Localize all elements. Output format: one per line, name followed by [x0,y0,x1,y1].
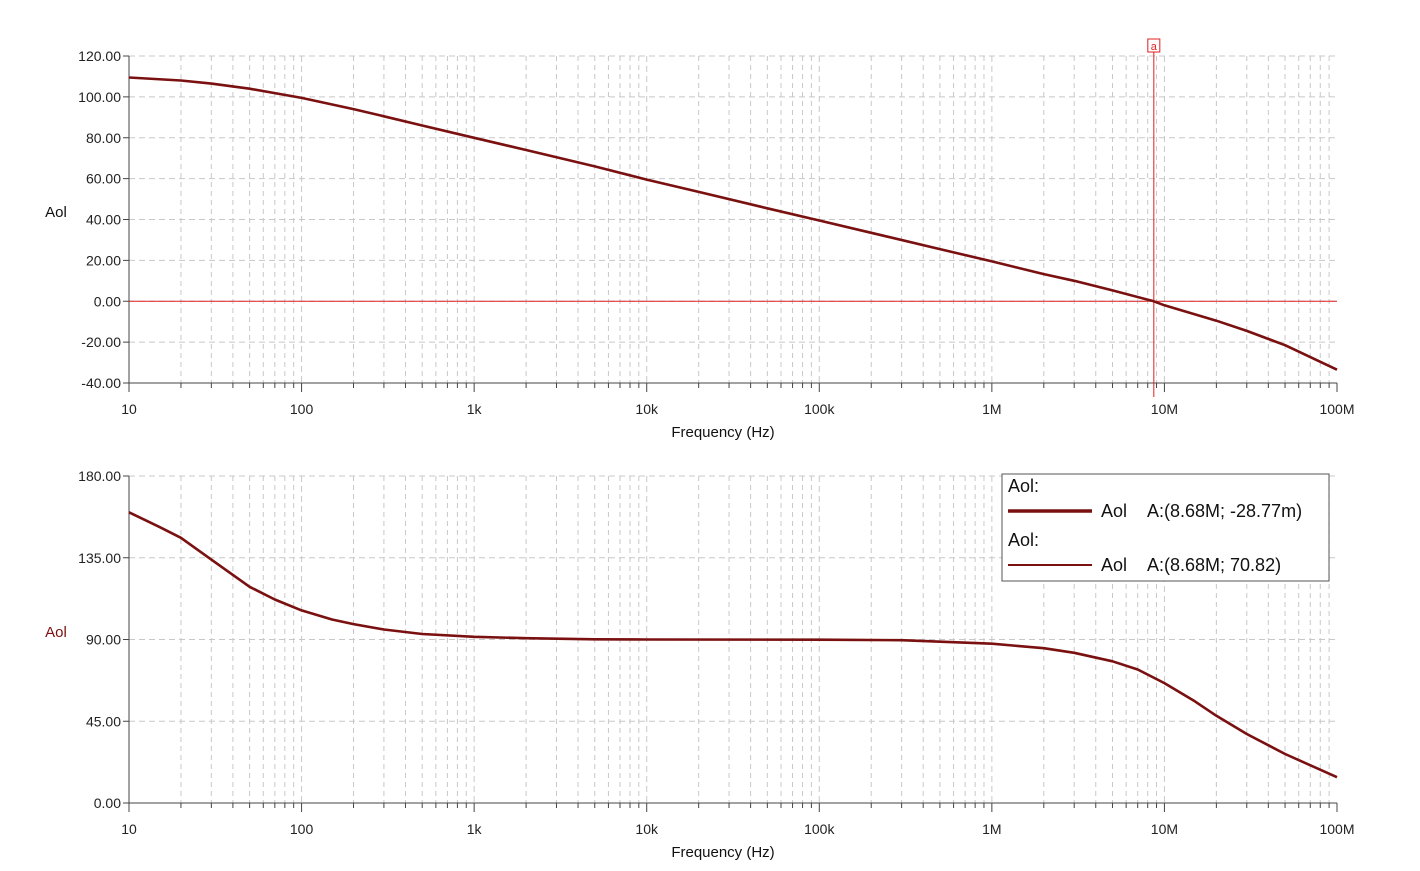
chart-1-y-tick-label: 20.00 [86,252,121,268]
chart-1-y-tick-label: 60.00 [86,171,121,187]
chart-1-x-tick-label: 100M [1319,401,1354,417]
chart-2-y-tick-label: 45.00 [86,713,121,729]
chart-2-x-tick-label: 10 [121,821,137,837]
chart-1-y-axis-label: Aol [45,204,67,221]
chart-2-y-axis-label: Aol [45,624,67,641]
chart-1-x-axis-label: Frequency (Hz) [671,424,774,441]
chart-2-y-tick-label: 0.00 [94,795,121,811]
chart-2-x-tick-label: 1M [982,821,1001,837]
chart-1-y-tick-label: 80.00 [86,130,121,146]
legend-box [1001,473,1330,582]
legend-series-name: Aol [1101,555,1127,575]
chart-1-y-tick-label: 100.00 [78,89,121,105]
chart-2-x-axis-label: Frequency (Hz) [671,844,774,861]
chart-2-x-tick-label: 10M [1151,821,1178,837]
chart-1-x-tick-label: 100k [804,401,835,417]
legend-cursor-readout: A:(8.68M; -28.77m) [1147,501,1302,521]
chart-1-y-tick-label: 120.00 [78,48,121,64]
legend-series-name: Aol [1101,501,1127,521]
chart-2-x-tick-label: 100M [1319,821,1354,837]
chart-2-x-tick-label: 100k [804,821,835,837]
chart-2-y-tick-label: 135.00 [78,550,121,566]
chart-1-x-tick-label: 1M [982,401,1001,417]
chart-1-cursor-marker-box [1147,38,1161,53]
legend-title: Aol: [1008,530,1039,550]
chart-2-y-tick-label: 180.00 [78,468,121,484]
chart-2-x-tick-label: 10k [635,821,659,837]
chart-1-y-tick-label: 0.00 [94,293,121,309]
chart-1-x-tick-label: 10 [121,401,137,417]
chart-2-x-tick-label: 100 [290,821,314,837]
chart-1-y-tick-label: -40.00 [81,375,121,391]
chart-1-x-tick-label: 10M [1151,401,1178,417]
legend-title: Aol: [1008,476,1039,496]
chart-1-y-tick-label: -20.00 [81,334,121,350]
chart-2-x-tick-label: 1k [467,821,483,837]
legend-cursor-readout: A:(8.68M; 70.82) [1147,555,1281,575]
chart-1-cursor-marker-label: a [1151,41,1158,53]
chart-1-x-tick-label: 10k [635,401,659,417]
chart-1-y-tick-label: 40.00 [86,212,121,228]
chart-2-series-1-line [128,511,1338,779]
chart-1-series-1-line [128,76,1338,371]
chart-2-y-tick-label: 90.00 [86,632,121,648]
chart-1-x-tick-label: 100 [290,401,314,417]
chart-1-x-tick-label: 1k [467,401,483,417]
